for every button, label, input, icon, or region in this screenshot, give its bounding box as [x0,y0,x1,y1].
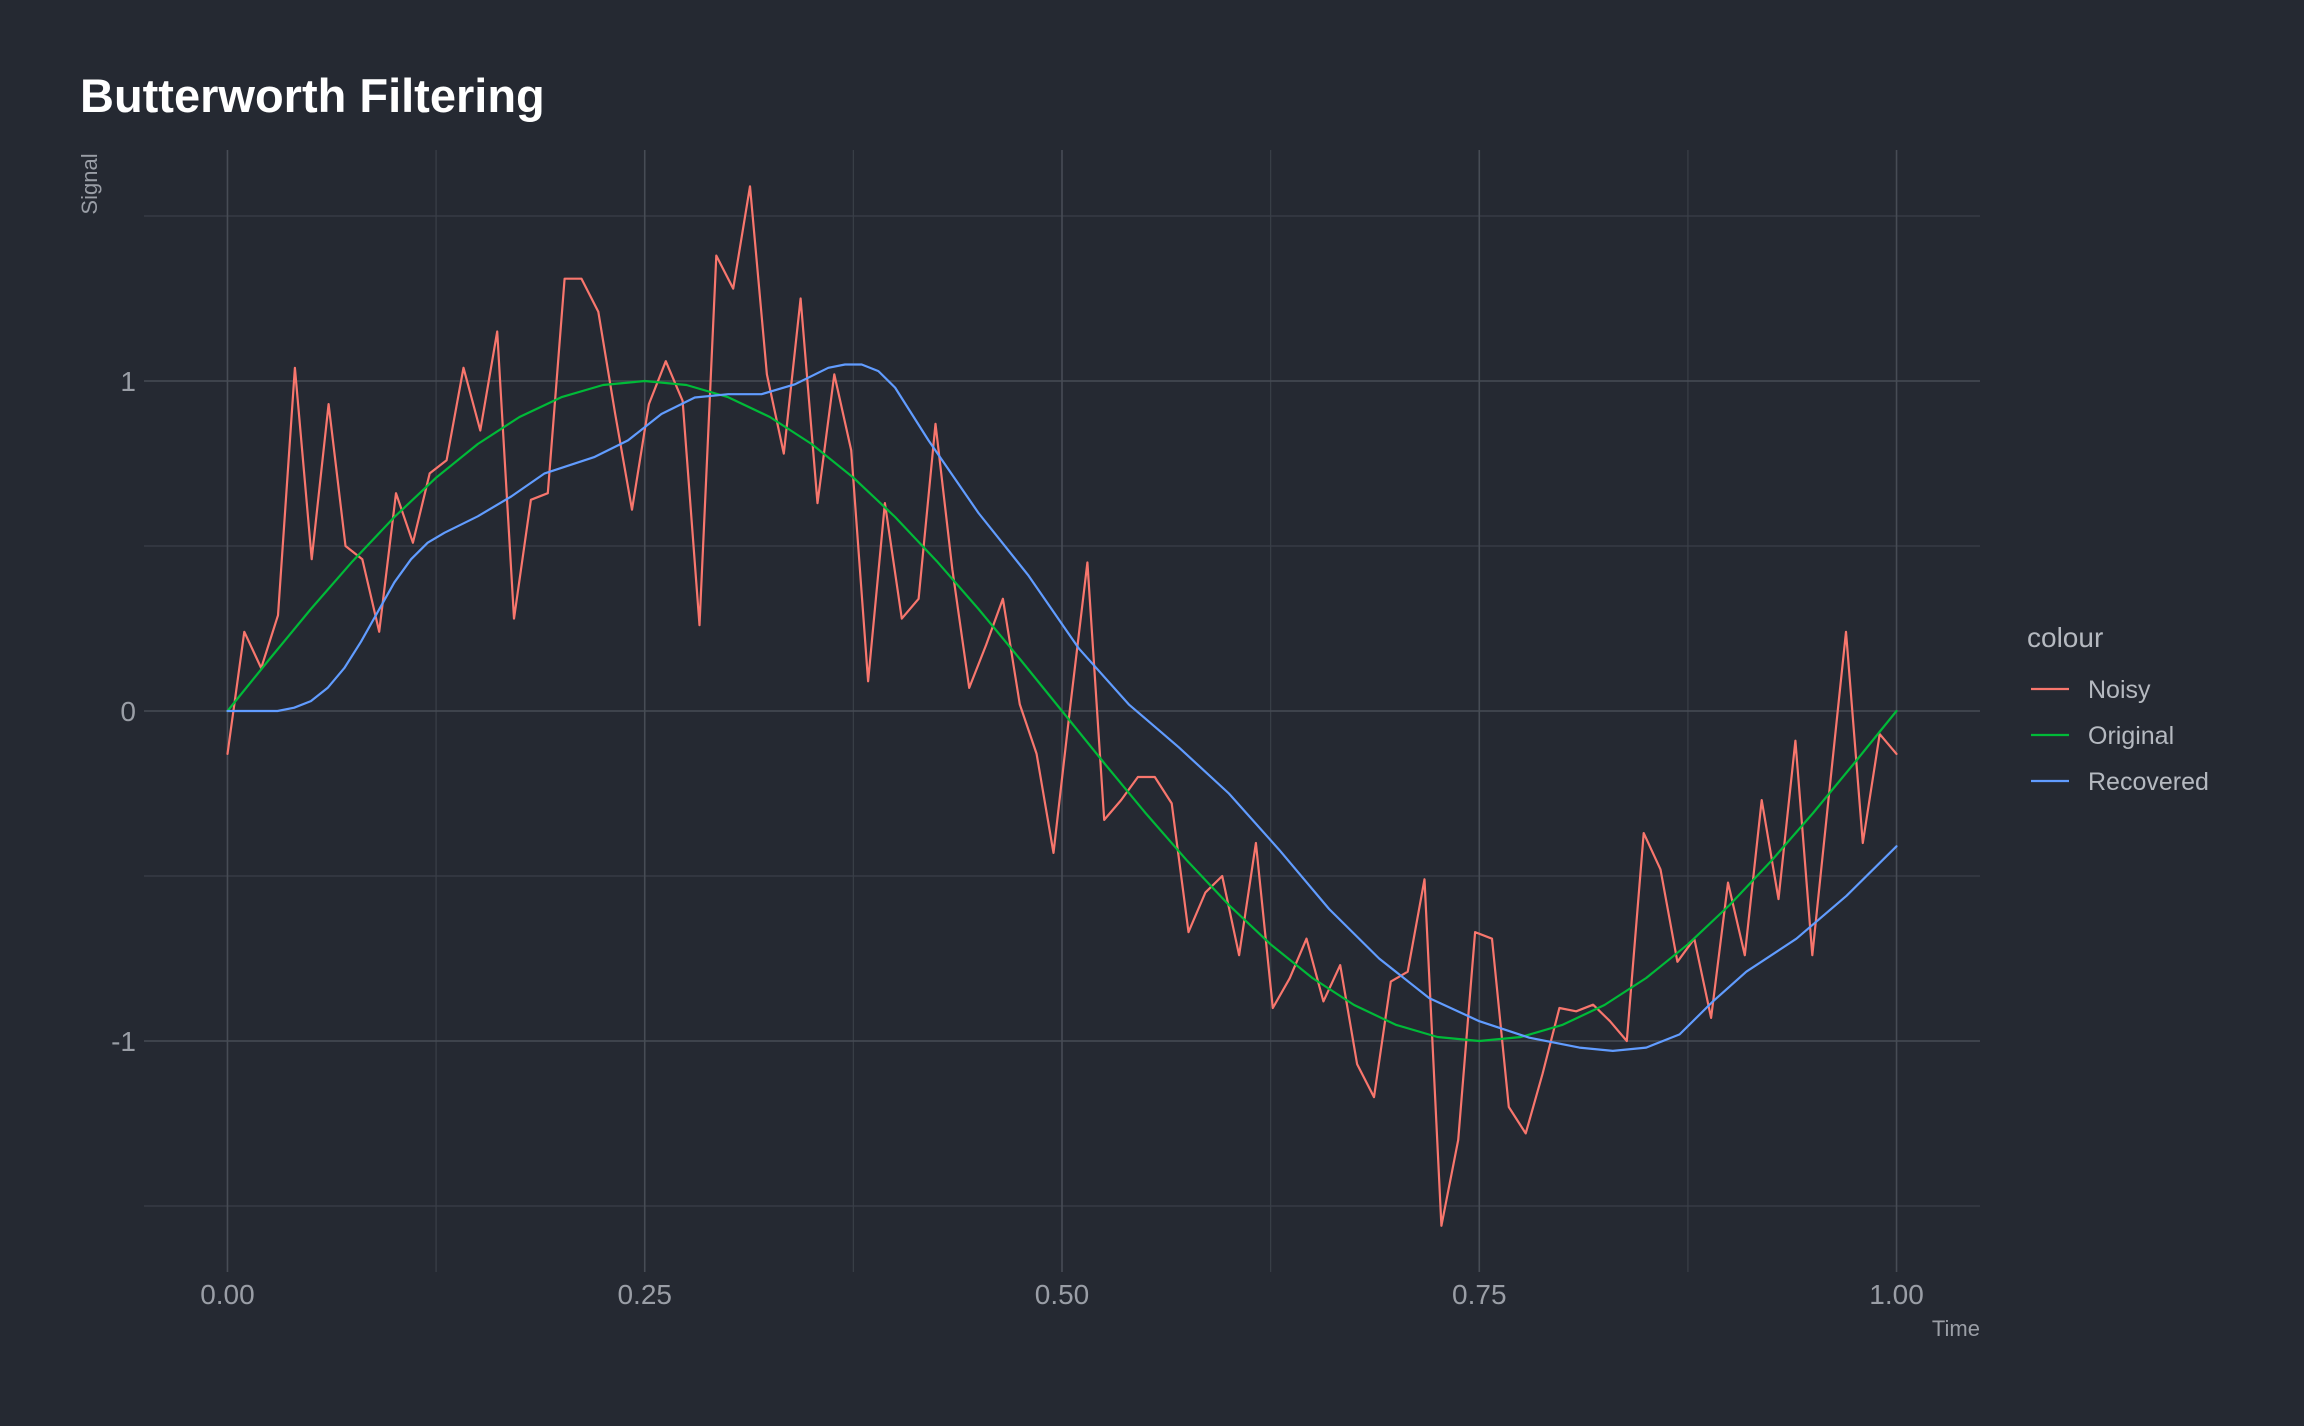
chart-title: Butterworth Filtering [80,69,545,122]
x-tick-label: 0.00 [200,1279,255,1310]
y-axis-label: Signal [77,153,102,214]
legend-label-recovered: Recovered [2088,768,2209,796]
legend-label-noisy: Noisy [2088,676,2151,704]
y-tick-label: -1 [111,1026,136,1057]
x-tick-label: 0.75 [1452,1279,1507,1310]
x-tick-label: 1.00 [1869,1279,1924,1310]
x-tick-label: 0.50 [1035,1279,1090,1310]
legend-title: colour [2027,622,2103,653]
x-tick-label: 0.25 [617,1279,672,1310]
y-tick-label: 1 [120,366,136,397]
x-axis-label: Time [1932,1316,1980,1341]
y-tick-label: 0 [120,696,136,727]
legend-label-original: Original [2088,722,2174,750]
